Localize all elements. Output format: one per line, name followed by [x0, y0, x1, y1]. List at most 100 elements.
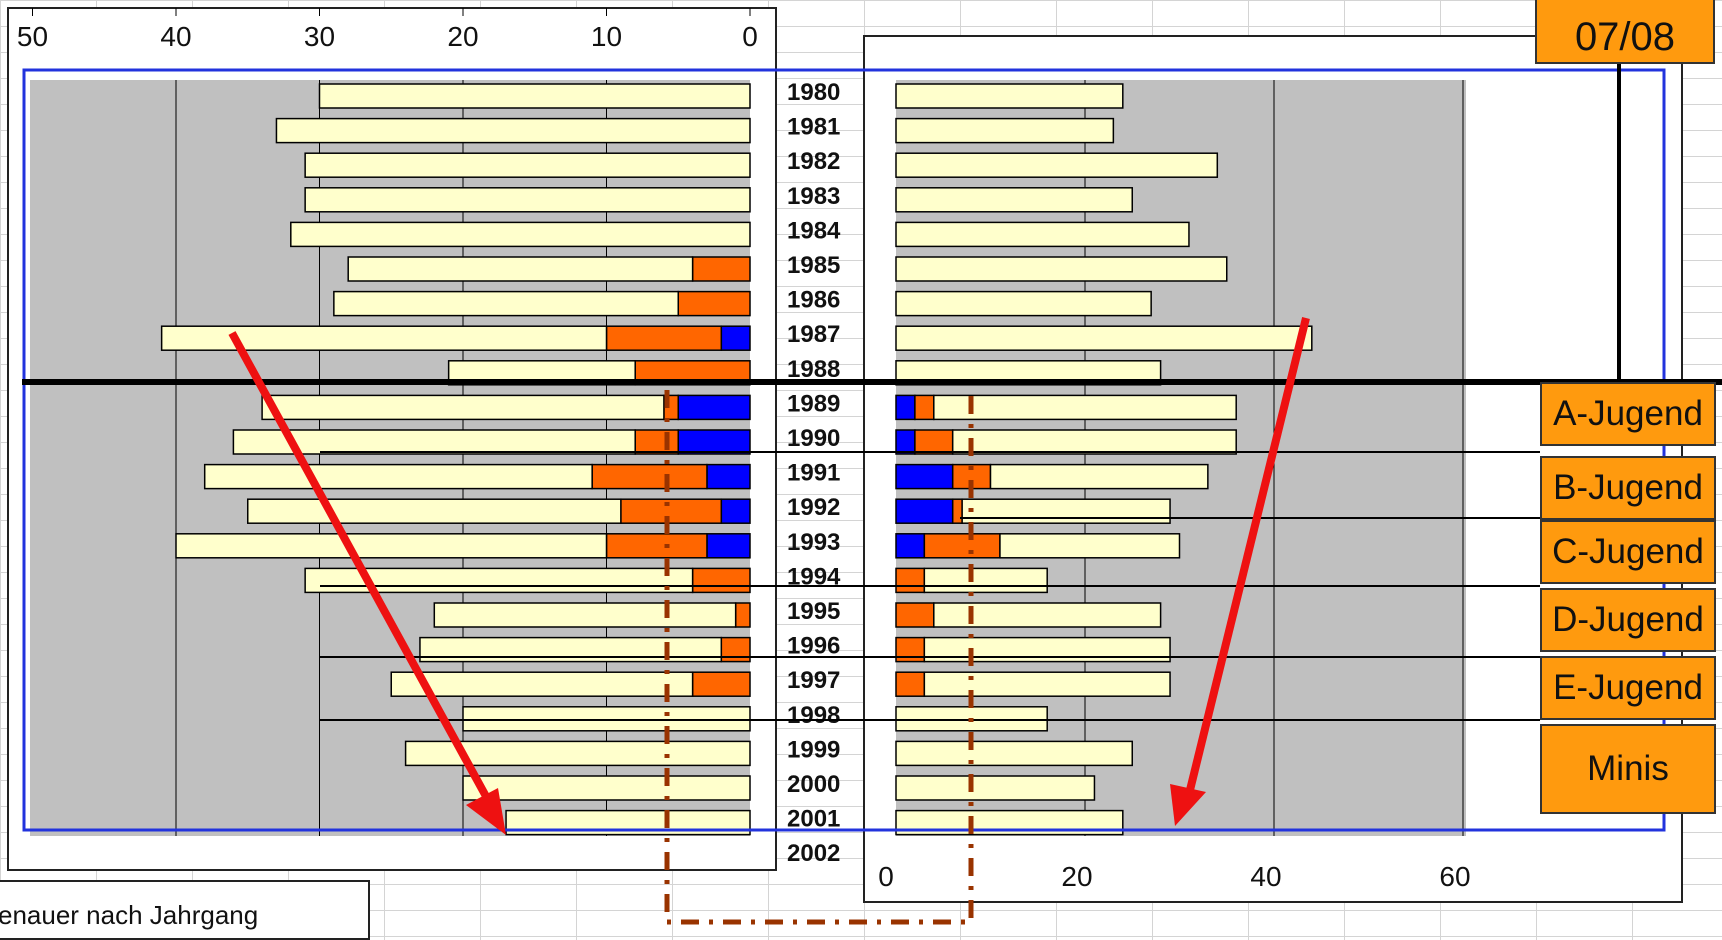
- left-bar-orange-1997: [691, 671, 751, 697]
- year-label-1988: 1988: [787, 356, 840, 383]
- right-bar-orange-1989: [914, 394, 935, 421]
- left-bar-cream-1987: [160, 325, 608, 351]
- right-bar-cream-1997: [923, 671, 1171, 697]
- left-bar-orange-1995: [734, 602, 751, 628]
- year-label-1998: 1998: [787, 702, 840, 729]
- left-bar-orange-1985: [691, 256, 751, 282]
- left-bar-cream-1997: [390, 671, 694, 697]
- left-bar-orange-1990: [634, 429, 680, 455]
- year-label-1992: 1992: [787, 494, 840, 521]
- left-plot-whitestrip: [750, 80, 764, 836]
- right-bar-orange-1994: [895, 567, 926, 594]
- left-bar-blue-1993: [706, 533, 751, 559]
- year-label-1997: 1997: [787, 667, 840, 694]
- right-bar-cream-1983: [895, 187, 1133, 213]
- left-bar-orange-1986: [677, 290, 751, 317]
- year-label-1980: 1980: [787, 79, 840, 106]
- year-label-1987: 1987: [787, 321, 840, 348]
- right-bar-cream-1990: [951, 429, 1237, 455]
- left-tick-label: 10: [591, 21, 622, 52]
- left-tick-label: 0: [742, 21, 758, 52]
- right-bar-cream-2000: [895, 775, 1096, 801]
- a-jugend-button[interactable]: A-Jugend: [1540, 382, 1716, 446]
- right-bar-cream-1982: [895, 152, 1219, 178]
- left-bar-cream-1991: [203, 463, 593, 490]
- right-bar-cream-1995: [933, 602, 1162, 628]
- left-bar-cream-1992: [247, 498, 622, 524]
- year-label-2000: 2000: [787, 771, 840, 798]
- left-bar-cream-1995: [433, 602, 737, 628]
- left-bar-blue-1987: [720, 325, 751, 351]
- left-bar-orange-1994: [691, 567, 751, 594]
- right-tick-label: 0: [878, 861, 894, 892]
- right-bar-cream-1999: [895, 740, 1133, 767]
- right-bar-orange-1997: [895, 671, 926, 697]
- left-bar-cream-1983: [304, 187, 751, 213]
- year-label-1999: 1999: [787, 736, 840, 763]
- right-bar-cream-1981: [895, 117, 1115, 144]
- left-bar-cream-1980: [318, 83, 751, 109]
- left-bar-cream-1989: [261, 394, 665, 421]
- b-jugend-button[interactable]: B-Jugend: [1540, 456, 1716, 520]
- left-bar-orange-1991: [591, 463, 708, 490]
- left-bar-orange-1993: [605, 533, 708, 559]
- right-bar-blue-1992: [895, 498, 954, 524]
- note-box: enauer nach Jahrgang: [0, 880, 370, 940]
- year-label-1996: 1996: [787, 633, 840, 660]
- right-bar-blue-1993: [895, 533, 926, 559]
- season-tag: 07/08: [1535, 0, 1715, 64]
- right-tick-label: 40: [1250, 861, 1281, 892]
- right-bar-blue-1990: [895, 429, 916, 455]
- minis-button[interactable]: Minis: [1540, 724, 1716, 814]
- right-bar-cream-1991: [989, 463, 1209, 490]
- left-bar-blue-1990: [677, 429, 751, 455]
- right-bar-orange-1990: [914, 429, 954, 455]
- year-label-1985: 1985: [787, 252, 840, 279]
- d-jugend-button[interactable]: D-Jugend: [1540, 588, 1716, 652]
- left-bar-blue-1989: [677, 394, 751, 421]
- left-bar-cream-1998: [462, 706, 751, 732]
- left-bar-cream-1984: [290, 221, 751, 248]
- right-bar-blue-1991: [895, 463, 954, 490]
- year-label-1982: 1982: [787, 148, 840, 175]
- left-bar-cream-2000: [462, 775, 751, 801]
- red-arrow-right: [1170, 317, 1310, 826]
- right-bar-cream-1984: [895, 221, 1190, 248]
- right-bar-cream-1994: [923, 567, 1048, 594]
- year-label-2001: 2001: [787, 806, 840, 833]
- left-bar-cream-1985: [347, 256, 694, 282]
- right-bar-cream-1980: [895, 83, 1124, 109]
- dashdot-connector: [664, 390, 974, 925]
- left-bar-cream-1986: [333, 290, 679, 317]
- year-label-1995: 1995: [787, 598, 840, 625]
- left-bar-cream-1993: [175, 533, 608, 559]
- year-label-1984: 1984: [787, 217, 841, 244]
- left-bar-cream-1982: [304, 152, 751, 178]
- right-bar-orange-1995: [895, 602, 935, 628]
- left-tick-label: 50: [17, 21, 48, 52]
- blue-selection-frame: [22, 68, 1666, 832]
- right-tick-label: 20: [1061, 861, 1092, 892]
- year-label-1991: 1991: [787, 460, 840, 487]
- right-bar-cream-1992: [961, 498, 1171, 524]
- left-tick-label: 40: [160, 21, 191, 52]
- red-arrow-left: [228, 331, 506, 835]
- left-tick-label: 30: [304, 21, 335, 52]
- left-tick-label: 20: [447, 21, 478, 52]
- right-bar-blue-1989: [895, 394, 916, 421]
- year-label-1990: 1990: [787, 425, 840, 452]
- year-label-1989: 1989: [787, 390, 840, 417]
- year-label-1986: 1986: [787, 287, 840, 314]
- right-tick-label: 60: [1439, 861, 1470, 892]
- e-jugend-button[interactable]: E-Jugend: [1540, 656, 1716, 720]
- year-label-2002: 2002: [787, 840, 840, 867]
- right-bar-orange-1992: [951, 498, 963, 524]
- c-jugend-button[interactable]: C-Jugend: [1540, 520, 1716, 584]
- year-label-1981: 1981: [787, 114, 840, 141]
- right-bar-cream-1989: [933, 394, 1237, 421]
- right-bar-cream-1987: [895, 325, 1313, 351]
- right-bar-cream-1985: [895, 256, 1228, 282]
- left-bar-cream-1981: [275, 117, 751, 144]
- year-label-1993: 1993: [787, 529, 840, 556]
